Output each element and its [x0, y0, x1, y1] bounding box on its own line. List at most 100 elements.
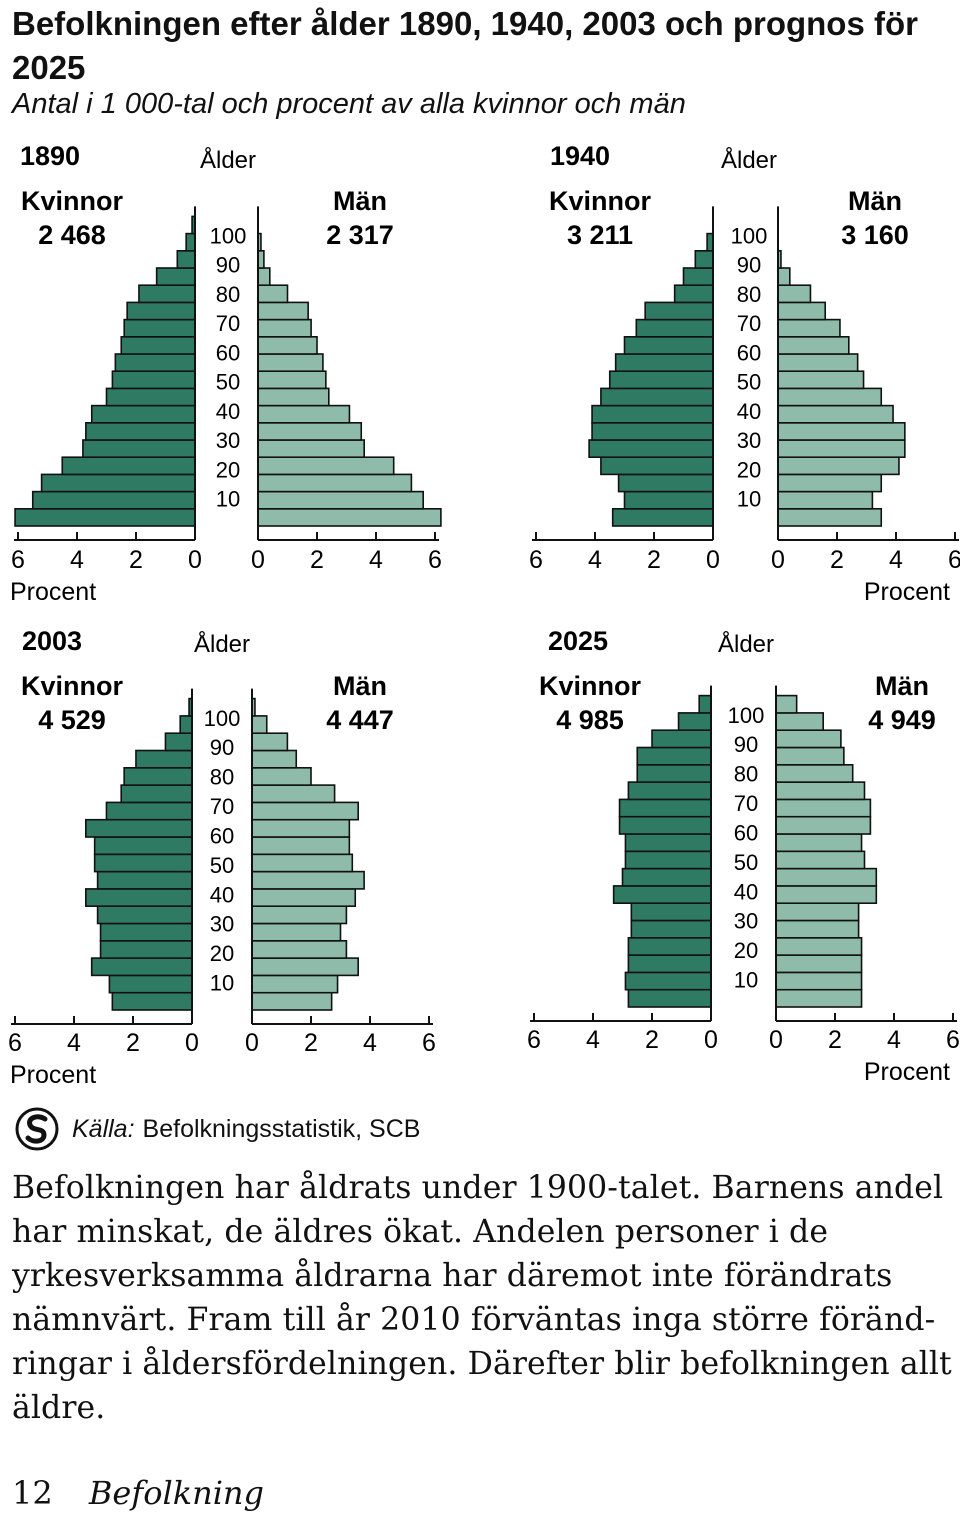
women-bar: [627, 936, 712, 956]
men-bar: [775, 798, 872, 818]
women-bar: [627, 781, 712, 801]
men-bar: [251, 957, 359, 977]
women-bar: [99, 922, 193, 942]
men-bar: [777, 421, 906, 441]
women-bar: [123, 766, 193, 786]
men-bar: [251, 870, 365, 890]
men-total: 3 160: [841, 220, 909, 250]
age-tick-label: 80: [216, 282, 240, 307]
panel-year: 2003: [22, 626, 82, 656]
women-bar: [588, 439, 714, 459]
men-bar: [257, 507, 442, 527]
women-bar: [111, 991, 193, 1011]
panel-year: 2025: [548, 626, 608, 656]
women-bar: [61, 456, 196, 476]
women-bar: [105, 387, 196, 407]
x-tick-label: 4: [363, 1029, 377, 1057]
women-bar: [82, 439, 196, 459]
x-tick-label: 6: [527, 1026, 541, 1054]
age-tick-label: 90: [216, 253, 240, 278]
men-bar: [251, 784, 336, 804]
men-bar: [251, 732, 289, 752]
x-tick-label: 6: [529, 546, 543, 574]
x-tick-label: 4: [586, 1026, 600, 1054]
x-tick-label: 2: [129, 546, 143, 574]
x-tick-label: 6: [422, 1029, 436, 1057]
men-bar: [775, 712, 825, 732]
x-tick-label: 2: [304, 1029, 318, 1057]
source-text: Befolkningsstatistik, SCB: [142, 1114, 421, 1143]
men-bar: [257, 387, 330, 407]
women-total: 4 985: [556, 705, 624, 735]
women-label: Kvinnor: [539, 671, 641, 701]
women-bar: [617, 473, 714, 493]
women-bar: [677, 712, 712, 732]
men-bar: [251, 905, 348, 925]
men-bar: [257, 267, 271, 287]
women-bar: [120, 335, 196, 355]
women-total: 4 529: [38, 705, 106, 735]
men-bar: [775, 988, 863, 1008]
x-tick-label: 2: [645, 1026, 659, 1054]
age-tick-label: 10: [737, 487, 761, 512]
women-bar: [636, 763, 712, 783]
age-tick-label: 60: [210, 823, 234, 848]
women-bar: [96, 905, 193, 925]
men-bar: [257, 421, 363, 441]
women-bar: [14, 507, 196, 527]
source-line: Källa: Befolkningsstatistik, SCB: [14, 1106, 420, 1152]
men-bar: [775, 833, 863, 853]
women-bar: [608, 370, 714, 390]
women-bar: [694, 250, 714, 269]
pyramid-1940: 6 64 42 20 0Procent100908070605040302010Ålde…: [529, 141, 960, 606]
women-bar: [111, 370, 196, 390]
women-bar: [618, 798, 712, 818]
men-bar: [251, 991, 333, 1011]
age-tick-label: 70: [216, 311, 240, 336]
women-bar: [591, 421, 714, 441]
age-tick-label: 70: [210, 794, 234, 819]
men-bar: [251, 715, 268, 735]
page-title: Befolkningen efter ålder 1890, 1940, 200…: [12, 5, 918, 86]
x-tick-label: 4: [67, 1029, 81, 1057]
age-tick-label: 80: [210, 765, 234, 790]
women-bar: [108, 974, 193, 994]
men-bar: [251, 939, 348, 959]
x-tick-label: 6: [8, 1029, 22, 1057]
women-bar: [93, 853, 193, 873]
body-paragraph: Befolkningen har åldrats under 1900-tale…: [12, 1170, 952, 1426]
women-bar: [635, 318, 714, 338]
men-label: Män: [333, 671, 387, 701]
women-bar: [614, 353, 714, 373]
women-bar: [611, 507, 714, 527]
age-tick-label: 30: [734, 909, 758, 934]
women-bar: [636, 746, 712, 766]
x-tick-label: 0: [769, 1026, 783, 1054]
x-tick-label: 2: [828, 1026, 842, 1054]
women-bar: [85, 888, 193, 908]
age-tick-label: 50: [737, 370, 761, 395]
men-bar: [251, 766, 312, 786]
men-bar: [251, 801, 359, 821]
men-bar: [777, 335, 850, 355]
x-tick-label: 0: [251, 546, 265, 574]
women-bar: [600, 456, 714, 476]
age-tick-label: 60: [216, 340, 240, 365]
age-tick-label: 90: [737, 253, 761, 278]
age-tick-label: 10: [734, 968, 758, 993]
women-label: Kvinnor: [549, 186, 651, 216]
women-bar: [96, 870, 193, 890]
women-total: 3 211: [567, 220, 633, 250]
men-total: 2 317: [326, 220, 394, 250]
men-bar: [775, 763, 854, 783]
men-bar: [777, 507, 883, 527]
page-subtitle: Antal i 1 000-tal och procent av alla kv…: [12, 88, 686, 120]
women-bar: [31, 490, 196, 510]
age-tick-label: 20: [737, 457, 761, 482]
panel-year: 1940: [550, 141, 610, 171]
men-bar: [251, 818, 351, 838]
women-bar: [627, 954, 712, 974]
x-axis-label: Procent: [864, 1058, 950, 1086]
men-bar: [775, 729, 842, 749]
women-bar: [624, 850, 712, 870]
